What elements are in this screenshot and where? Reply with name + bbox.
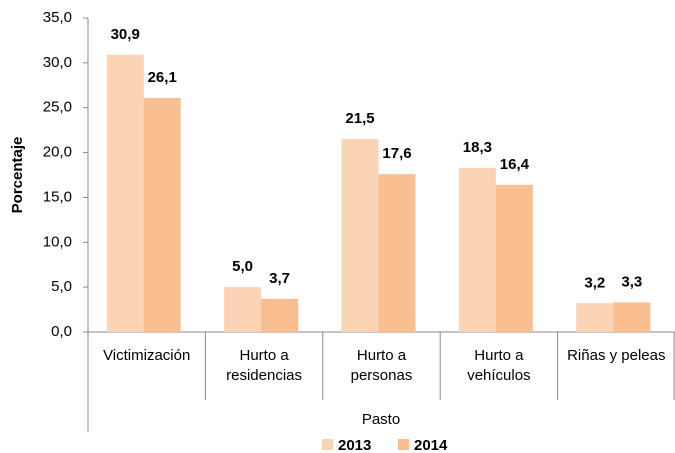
y-tick-label: 10,0 — [43, 233, 72, 250]
x-tick-label: Riñas y peleas — [567, 347, 666, 364]
y-tick-label: 20,0 — [43, 144, 72, 161]
bar — [495, 184, 533, 332]
data-label: 18,3 — [463, 139, 492, 156]
bar — [261, 298, 299, 332]
x-tick-label: Victimización — [103, 347, 191, 364]
bar — [143, 97, 181, 333]
legend-label: 2013 — [338, 437, 371, 453]
x-tick-label: Hurto a residencias — [226, 347, 303, 384]
x-axis-title: Pasto — [362, 411, 400, 428]
data-label: 3,2 — [584, 274, 605, 291]
data-label: 21,5 — [345, 110, 374, 127]
y-axis-title: Porcentaje — [9, 137, 26, 214]
bar — [378, 174, 416, 332]
y-tick-label: 25,0 — [43, 99, 72, 116]
x-tick-label: Hurto a personas — [350, 347, 413, 384]
bar — [224, 287, 262, 332]
x-tick-label: Hurto a vehículos — [467, 347, 531, 384]
legend-swatch — [322, 439, 333, 450]
bar — [106, 54, 144, 332]
data-label: 3,3 — [621, 273, 642, 290]
legend-swatch — [398, 439, 409, 450]
data-label: 30,9 — [111, 26, 140, 43]
y-tick-label: 35,0 — [43, 9, 72, 26]
bar — [576, 303, 614, 332]
data-label: 16,4 — [500, 156, 530, 173]
bar — [341, 139, 379, 332]
y-tick-label: 30,0 — [43, 54, 72, 71]
y-tick-label: 0,0 — [51, 323, 72, 340]
data-label: 26,1 — [148, 69, 177, 86]
y-tick-label: 15,0 — [43, 188, 72, 205]
y-tick-label: 5,0 — [51, 278, 72, 295]
data-label: 5,0 — [232, 258, 253, 275]
data-label: 3,7 — [269, 270, 290, 287]
legend-label: 2014 — [414, 437, 448, 453]
bar — [458, 167, 496, 332]
data-label: 17,6 — [382, 145, 411, 162]
bar — [613, 302, 651, 332]
